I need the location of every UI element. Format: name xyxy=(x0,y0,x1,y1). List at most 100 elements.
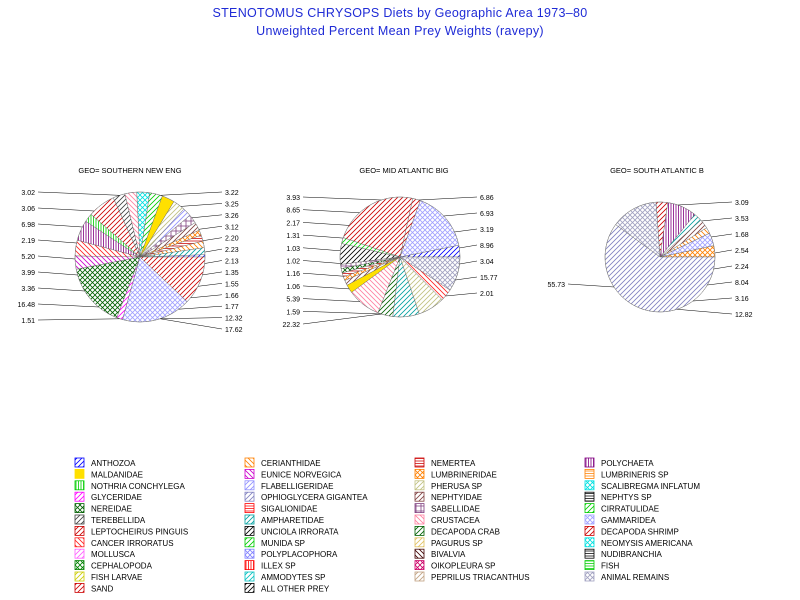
value-label: 3.12 xyxy=(225,224,239,231)
value-label: 3.93 xyxy=(286,195,300,202)
value-label: 2.54 xyxy=(735,248,749,255)
value-label: 1.06 xyxy=(286,284,300,291)
pie-chart-3: GEO= SOUTH ATLANTIC B 55.73 3.09 3.53 1.68 2.… xyxy=(547,166,752,319)
leader-line xyxy=(443,212,478,217)
leader-line xyxy=(302,196,382,201)
leader-line xyxy=(692,297,733,302)
leader-line xyxy=(701,217,733,222)
leader-line xyxy=(180,203,223,207)
leader-line xyxy=(160,318,223,330)
value-label: 1.02 xyxy=(286,259,300,266)
leader-line xyxy=(302,298,360,302)
pie-outline xyxy=(604,201,716,313)
chart-subtitle: Unweighted Percent Mean Prey Weights (ra… xyxy=(256,24,544,38)
leader-line xyxy=(190,294,223,299)
leader-line xyxy=(204,248,223,253)
leader-line xyxy=(302,260,341,264)
pie-outline xyxy=(74,191,206,323)
value-label: 1.03 xyxy=(286,246,300,253)
leader-line xyxy=(37,303,99,308)
leader-line xyxy=(445,292,478,297)
leader-line xyxy=(37,239,77,244)
leader-line xyxy=(178,305,223,310)
leader-line xyxy=(714,249,733,254)
leader-line xyxy=(459,260,478,265)
leader-line xyxy=(160,317,223,320)
pie-chart-2: GEO= MID ATLANTIC BIG 3.93 8.65 2.17 1.31 1.0… xyxy=(282,166,497,329)
value-label: 55.73 xyxy=(547,282,565,289)
leader-line xyxy=(197,283,223,287)
value-label: 1.16 xyxy=(286,271,300,278)
value-label: 2.24 xyxy=(735,264,749,271)
value-label: 12.82 xyxy=(735,312,753,319)
leader-line xyxy=(37,271,78,276)
pie-title: GEO= SOUTH ATLANTIC B xyxy=(610,166,704,175)
leader-line xyxy=(202,237,223,241)
value-label: 3.06 xyxy=(21,206,35,213)
value-label: 3.99 xyxy=(21,270,35,277)
leader-line xyxy=(302,311,382,315)
value-label: 3.04 xyxy=(480,259,494,266)
value-label: 3.53 xyxy=(735,216,749,223)
value-label: 3.22 xyxy=(225,190,239,197)
leader-line xyxy=(302,272,344,277)
leader-line xyxy=(198,226,223,230)
value-label: 3.02 xyxy=(21,190,35,197)
chart-title: STENOTOMUS CHRYSOPS Diets by Geographic … xyxy=(212,6,588,20)
value-label: 1.55 xyxy=(225,281,239,288)
value-label: 16.48 xyxy=(17,302,35,309)
value-label: 1.77 xyxy=(225,304,239,311)
leader-line xyxy=(302,222,350,226)
value-label: 22.32 xyxy=(282,322,300,329)
value-label: 3.19 xyxy=(480,227,494,234)
value-label: 1.68 xyxy=(735,232,749,239)
pie-title: GEO= SOUTHERN NEW ENG xyxy=(78,166,181,175)
value-label: 12.32 xyxy=(225,316,243,323)
value-label: 5.20 xyxy=(21,254,35,261)
value-label: 1.66 xyxy=(225,293,239,300)
pie-chart-1: GEO= SOUTHERN NEW ENG 3.02 3.06 6.98 2.19 5.2… xyxy=(17,166,242,334)
leader-line xyxy=(677,309,733,315)
value-label: 8.04 xyxy=(735,280,749,287)
value-label: 6.98 xyxy=(21,222,35,229)
value-label: 2.19 xyxy=(21,238,35,245)
leader-line xyxy=(707,281,733,286)
leader-line xyxy=(37,255,76,260)
value-label: 2.23 xyxy=(225,247,239,254)
leader-line xyxy=(567,283,614,288)
leader-line xyxy=(302,285,350,290)
leader-line xyxy=(455,276,478,281)
leader-line xyxy=(677,201,733,206)
value-label: 3.09 xyxy=(735,200,749,207)
leader-line xyxy=(191,214,223,219)
value-label: 2.17 xyxy=(286,220,300,227)
leader-line xyxy=(160,191,223,196)
value-label: 17.62 xyxy=(225,327,243,334)
value-label: 8.96 xyxy=(480,243,494,250)
leader-line xyxy=(37,223,83,228)
value-label: 1.35 xyxy=(225,270,239,277)
leader-line xyxy=(302,209,360,213)
leader-line xyxy=(302,247,341,252)
pie-outline xyxy=(339,196,461,318)
leader-line xyxy=(37,287,85,292)
value-label: 15.77 xyxy=(480,275,498,282)
leader-line xyxy=(302,234,344,239)
leader-line xyxy=(302,313,382,325)
leader-line xyxy=(37,207,95,212)
leader-line xyxy=(418,196,478,201)
leader-line xyxy=(459,244,478,249)
value-label: 2.01 xyxy=(480,291,494,298)
value-label: 1.51 xyxy=(21,318,35,325)
leader-line xyxy=(37,191,120,196)
leader-line xyxy=(454,228,478,233)
value-label: 3.16 xyxy=(735,296,749,303)
value-label: 2.20 xyxy=(225,236,239,243)
leader-line xyxy=(711,233,733,238)
leader-line xyxy=(37,318,120,321)
value-label: 1.31 xyxy=(286,233,300,240)
value-label: 3.26 xyxy=(225,213,239,220)
leader-line xyxy=(202,271,223,276)
value-label: 3.25 xyxy=(225,201,239,208)
